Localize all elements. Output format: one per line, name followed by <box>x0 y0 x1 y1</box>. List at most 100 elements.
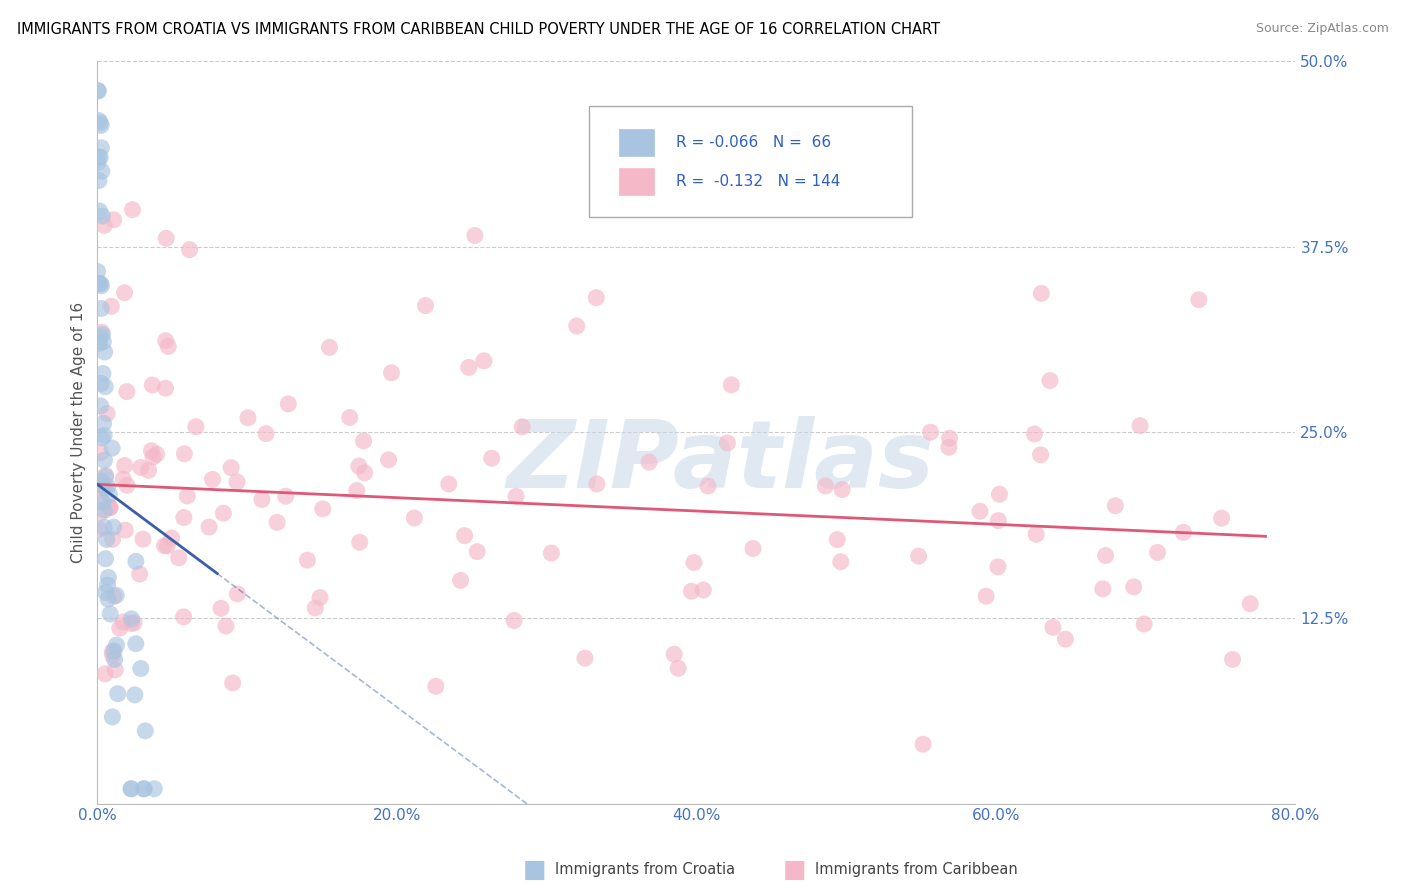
Point <box>184 419 207 434</box>
Point <box>91 431 114 445</box>
Point <box>87 277 110 291</box>
Point <box>98 488 121 502</box>
Point <box>1039 374 1062 388</box>
Point <box>97 500 120 514</box>
Point <box>1129 418 1152 433</box>
Point <box>346 483 368 498</box>
Point <box>1211 511 1233 525</box>
Point <box>132 781 155 796</box>
Point <box>540 546 562 560</box>
Point <box>90 445 112 459</box>
Point <box>112 615 135 629</box>
Point <box>97 592 120 607</box>
Text: R =  -0.132   N = 144: R = -0.132 N = 144 <box>676 174 841 189</box>
Point <box>105 588 128 602</box>
Point <box>353 434 375 448</box>
Point <box>226 475 249 489</box>
Point <box>125 637 148 651</box>
Text: Source: ZipAtlas.com: Source: ZipAtlas.com <box>1256 22 1389 36</box>
Point <box>565 319 588 334</box>
Point <box>969 504 991 518</box>
Point <box>98 500 121 515</box>
Point <box>179 243 201 257</box>
Point <box>1222 652 1244 666</box>
Point <box>349 535 371 549</box>
Text: IMMIGRANTS FROM CROATIA VS IMMIGRANTS FROM CARIBBEAN CHILD POVERTY UNDER THE AGE: IMMIGRANTS FROM CROATIA VS IMMIGRANTS FR… <box>17 22 939 37</box>
Point <box>198 520 221 534</box>
Point <box>814 479 837 493</box>
Point <box>104 652 127 666</box>
Point <box>1042 620 1064 634</box>
Point <box>716 436 738 450</box>
Point <box>103 589 125 603</box>
Point <box>134 781 156 796</box>
Point <box>101 533 124 547</box>
Point <box>93 453 115 467</box>
Point <box>1173 525 1195 540</box>
Point <box>125 554 148 568</box>
Point <box>91 327 114 342</box>
Point <box>176 489 198 503</box>
Point <box>987 559 1010 574</box>
Point <box>103 520 125 534</box>
Point <box>215 619 238 633</box>
Point <box>938 440 960 454</box>
FancyBboxPatch shape <box>589 105 912 217</box>
Point <box>1188 293 1211 307</box>
Point <box>132 532 155 546</box>
Point <box>830 555 852 569</box>
Point <box>1025 527 1047 541</box>
Point <box>86 264 108 278</box>
Point <box>90 376 112 391</box>
Point <box>173 610 195 624</box>
Point <box>1054 632 1077 647</box>
Point <box>666 661 689 675</box>
Point <box>87 173 110 187</box>
Point <box>831 483 853 497</box>
Point <box>114 285 136 300</box>
Point <box>664 647 686 661</box>
Point <box>692 582 714 597</box>
Point <box>120 781 142 796</box>
Point <box>347 458 370 473</box>
Point <box>1029 448 1052 462</box>
Point <box>121 616 143 631</box>
Point <box>98 607 121 621</box>
Text: Immigrants from Croatia: Immigrants from Croatia <box>555 863 735 877</box>
Point <box>91 209 114 223</box>
Point <box>1024 426 1046 441</box>
Point <box>89 277 111 291</box>
Point <box>173 447 195 461</box>
Point <box>103 212 125 227</box>
Point <box>155 231 177 245</box>
Point <box>938 431 960 445</box>
Point <box>274 489 297 503</box>
Point <box>91 479 114 493</box>
Point <box>742 541 765 556</box>
Point <box>143 781 166 796</box>
Point <box>503 614 526 628</box>
Point <box>121 202 143 217</box>
Point <box>585 477 607 491</box>
Point <box>141 443 163 458</box>
Point <box>120 781 142 796</box>
Point <box>138 463 160 477</box>
Point <box>124 688 146 702</box>
Point <box>96 578 118 592</box>
Point <box>574 651 596 665</box>
Point <box>297 553 319 567</box>
Point <box>128 567 150 582</box>
Point <box>173 510 195 524</box>
Point <box>96 533 118 547</box>
Point <box>155 334 177 348</box>
Point <box>93 345 115 359</box>
Point <box>101 648 124 663</box>
Point <box>96 407 118 421</box>
Point <box>1133 617 1156 632</box>
Point <box>101 644 124 658</box>
Point <box>114 458 136 473</box>
Point <box>353 466 375 480</box>
Point <box>404 511 426 525</box>
Point <box>107 687 129 701</box>
Point <box>1091 582 1114 596</box>
